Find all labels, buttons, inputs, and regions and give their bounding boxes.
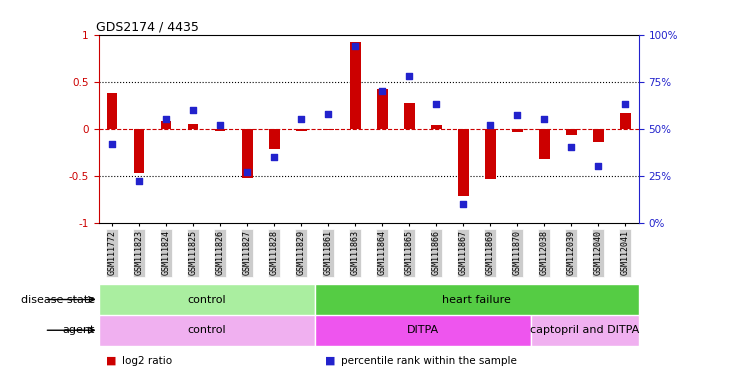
Point: [269, 154, 280, 160]
Text: ■: ■: [325, 356, 335, 366]
Bar: [458, 129, 469, 196]
Point: [133, 178, 145, 184]
Text: percentile rank within the sample: percentile rank within the sample: [341, 356, 517, 366]
Point: [404, 73, 415, 79]
Bar: [315, 284, 639, 315]
Bar: [242, 129, 253, 177]
Bar: [512, 129, 523, 132]
Bar: [539, 129, 550, 159]
Text: agent: agent: [63, 325, 95, 335]
Bar: [99, 315, 315, 346]
Bar: [620, 113, 631, 129]
Bar: [531, 315, 639, 346]
Text: GDS2174 / 4435: GDS2174 / 4435: [96, 20, 199, 33]
Point: [215, 122, 226, 128]
Bar: [566, 129, 577, 135]
Point: [161, 116, 172, 122]
Bar: [134, 129, 145, 173]
Bar: [99, 284, 315, 315]
Point: [593, 163, 604, 169]
Point: [377, 88, 388, 94]
Point: [566, 144, 577, 151]
Point: [431, 101, 442, 107]
Bar: [107, 93, 118, 129]
Text: log2 ratio: log2 ratio: [122, 356, 172, 366]
Text: heart failure: heart failure: [442, 295, 511, 305]
Bar: [431, 125, 442, 129]
Bar: [485, 129, 496, 179]
Text: disease state: disease state: [20, 295, 95, 305]
Point: [107, 141, 118, 147]
Bar: [315, 315, 531, 346]
Bar: [296, 129, 307, 131]
Point: [485, 122, 496, 128]
Text: DITPA: DITPA: [407, 325, 439, 335]
Bar: [215, 129, 226, 131]
Bar: [404, 103, 415, 129]
Point: [188, 107, 199, 113]
Bar: [350, 42, 361, 129]
Point: [512, 113, 523, 119]
Bar: [269, 129, 280, 149]
Bar: [188, 124, 199, 129]
Point: [539, 116, 550, 122]
Bar: [377, 89, 388, 129]
Text: ■: ■: [106, 356, 116, 366]
Bar: [593, 129, 604, 142]
Point: [323, 111, 334, 117]
Text: control: control: [188, 295, 226, 305]
Point: [350, 43, 361, 49]
Point: [241, 169, 253, 175]
Bar: [161, 121, 172, 129]
Text: captopril and DITPA: captopril and DITPA: [530, 325, 639, 335]
Point: [620, 101, 631, 107]
Point: [296, 116, 307, 122]
Point: [457, 201, 469, 207]
Text: control: control: [188, 325, 226, 335]
